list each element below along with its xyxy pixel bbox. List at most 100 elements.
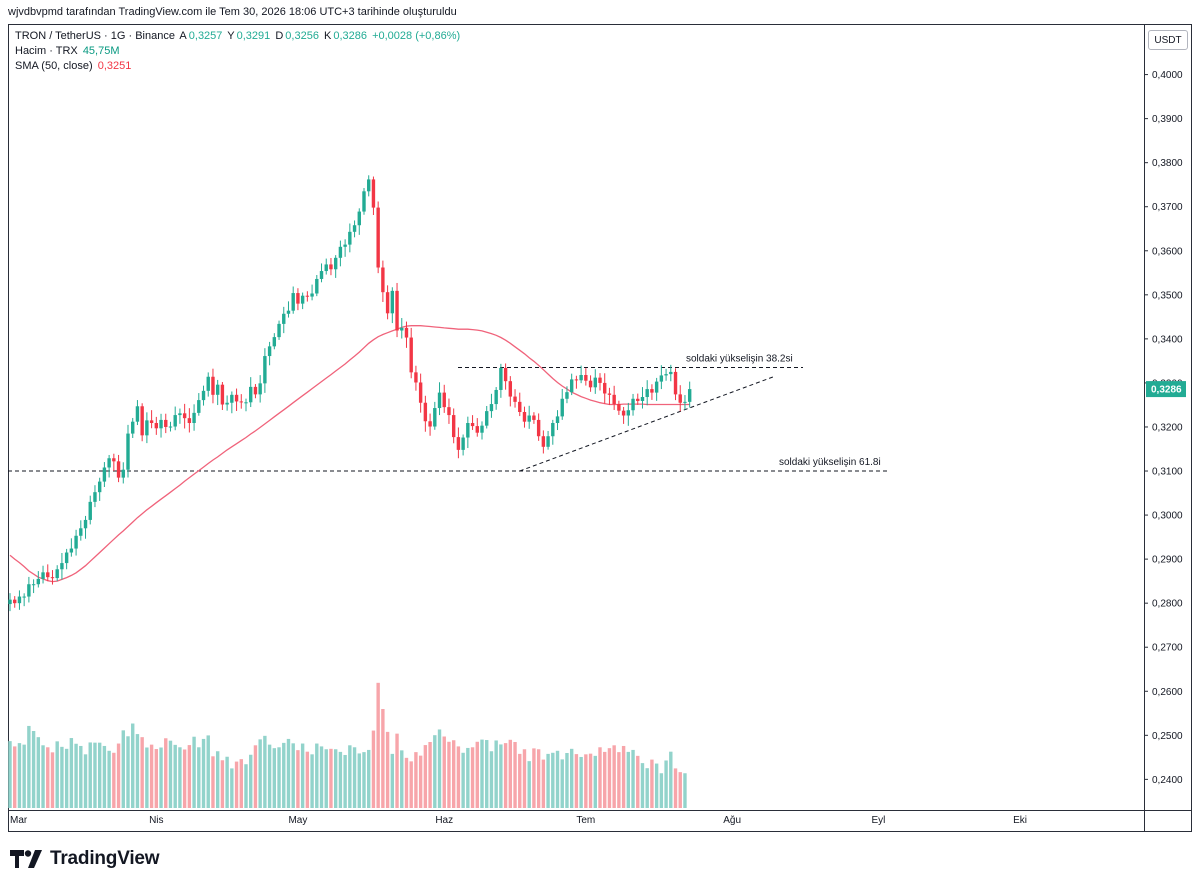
candle-body: [536, 419, 541, 437]
legend-sma: 0,3251: [97, 60, 132, 72]
volume-bar: [296, 750, 300, 808]
currency-selector[interactable]: USDT: [1148, 30, 1188, 50]
volume-bar: [338, 751, 343, 808]
candle-body: [362, 191, 366, 212]
volume-bar: [215, 751, 220, 808]
time-axis-label: Haz: [435, 815, 453, 826]
candle-body: [371, 179, 376, 208]
candle-body: [508, 381, 513, 397]
volume-bar: [126, 736, 130, 808]
candle-body: [437, 392, 442, 409]
candle-body: [60, 563, 64, 570]
legend-symbol[interactable]: TRON / TetherUS · 1G · Binance: [15, 30, 175, 42]
candle-body: [527, 415, 531, 422]
candle-body: [239, 401, 243, 403]
volume-bar: [329, 748, 333, 808]
volume-bar: [485, 740, 489, 808]
volume-bar: [17, 743, 22, 808]
volume-bar: [451, 740, 456, 808]
candle-body: [315, 278, 319, 294]
volume-bar: [376, 682, 380, 808]
volume-bar: [607, 748, 612, 808]
volume-bar: [404, 757, 409, 808]
candle-body: [357, 211, 361, 226]
candle-body: [192, 412, 196, 424]
candle-body: [173, 415, 177, 427]
candle-body: [296, 293, 300, 304]
volume-bar: [41, 745, 45, 808]
volume-bar: [116, 743, 121, 808]
time-axis-label: Nis: [149, 815, 163, 826]
price-tick-label: 0,2700: [1152, 643, 1183, 654]
volume-bar: [182, 749, 187, 808]
price-axis-divider: [1144, 24, 1145, 832]
candle-body: [286, 310, 291, 314]
volume-bar: [508, 739, 513, 808]
volume-bar: [74, 743, 78, 808]
candle-body: [182, 413, 187, 419]
volume-bar: [532, 748, 536, 808]
candle-body: [319, 271, 324, 279]
candle-body: [230, 394, 234, 403]
candle-body: [41, 572, 45, 579]
candle-body: [178, 413, 182, 416]
volume-bar: [362, 752, 366, 808]
candle-body: [485, 411, 489, 426]
candle-body: [489, 404, 494, 412]
candle-body: [305, 295, 310, 297]
volume-bar: [107, 750, 111, 808]
candle-body: [116, 461, 121, 478]
candle-body: [164, 419, 168, 427]
volume-bar: [626, 751, 631, 808]
price-tick-label: 0,2500: [1152, 731, 1183, 742]
candle-body: [93, 492, 97, 502]
candle-body: [659, 375, 664, 382]
volume-bar: [551, 752, 555, 808]
volume-bar: [50, 752, 55, 808]
legend-volume-label[interactable]: Hacim · TRX: [15, 45, 78, 57]
candle-body: [168, 426, 173, 428]
volume-bar: [621, 745, 626, 808]
candle-body: [22, 596, 26, 598]
tradingview-logo[interactable]: TradingView: [10, 848, 160, 870]
candle-body: [187, 418, 192, 424]
candle-body: [584, 374, 588, 381]
legend-low-label: D: [275, 30, 284, 42]
candle-body: [621, 410, 626, 416]
price-tick-label: 0,3500: [1152, 290, 1183, 301]
candle-body: [650, 389, 654, 393]
volume-bar: [518, 753, 522, 808]
volume-bar: [489, 751, 494, 808]
volume-bar: [225, 756, 229, 808]
candle-body: [654, 381, 659, 393]
volume-bar: [319, 746, 324, 808]
volume-bar: [88, 742, 92, 808]
volume-bar: [27, 725, 31, 808]
candle-body: [617, 404, 621, 411]
candle-body: [249, 386, 253, 403]
volume-bar: [206, 735, 210, 808]
volume-bar: [428, 742, 432, 808]
volume-bar: [178, 747, 182, 808]
candle-body: [88, 501, 92, 520]
time-axis-divider: [8, 810, 1192, 811]
legend-sma-label[interactable]: SMA (50, close): [15, 60, 93, 72]
candle-body: [381, 267, 385, 293]
candle-body: [409, 337, 413, 373]
candle-body: [83, 519, 88, 529]
volume-bar: [447, 741, 451, 808]
price-tick-label: 0,2600: [1152, 687, 1183, 698]
legend-close-label: K: [324, 30, 332, 42]
candle-body: [574, 379, 579, 381]
sma-50-line: [9, 325, 690, 583]
candle-body: [588, 380, 593, 388]
candle-body: [206, 376, 210, 391]
price-tick-label: 0,3600: [1152, 246, 1183, 257]
volume-bar: [400, 750, 404, 808]
volume-bar: [201, 738, 206, 808]
volume-bar: [357, 753, 361, 808]
candle-body: [258, 383, 262, 395]
candle-body: [683, 401, 687, 403]
candle-body: [64, 552, 69, 564]
